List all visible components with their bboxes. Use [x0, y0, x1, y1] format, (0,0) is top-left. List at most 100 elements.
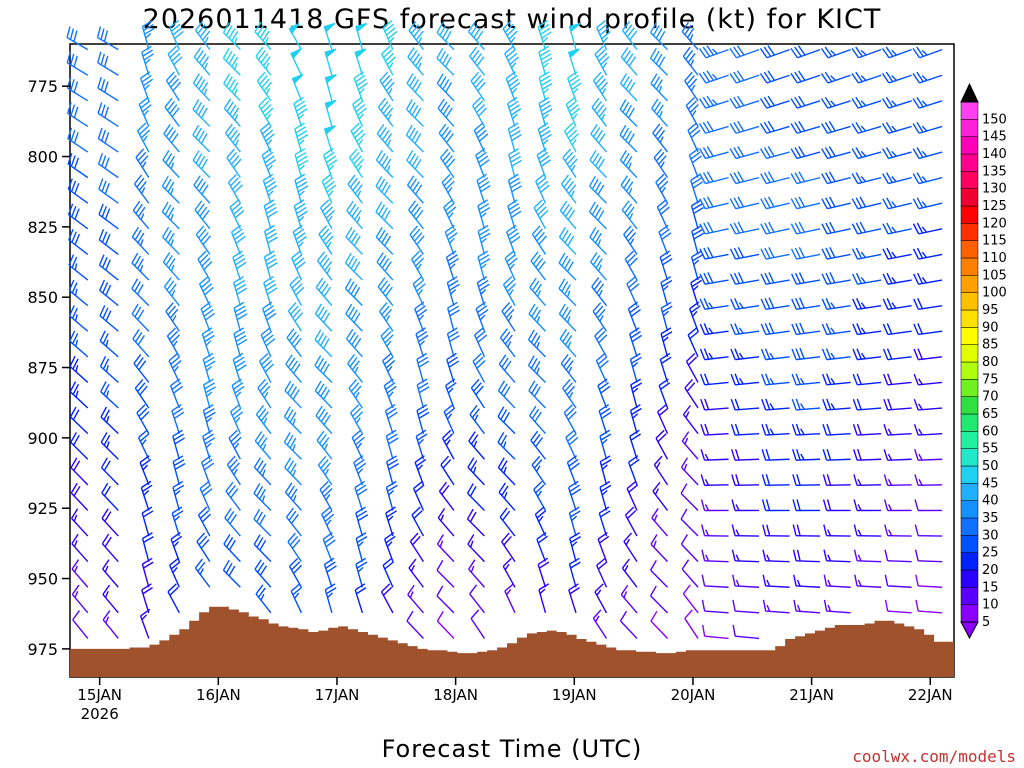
wind-barb — [223, 534, 241, 563]
wind-barb — [284, 380, 302, 409]
wind-barb — [680, 534, 699, 563]
wind-barb — [823, 599, 851, 614]
wind-barb — [630, 378, 643, 409]
wind-barb — [467, 21, 485, 51]
colorbar-swatch — [960, 361, 979, 380]
wind-barb — [101, 482, 119, 511]
wind-barb — [568, 583, 580, 614]
wind-barb — [223, 98, 241, 127]
wind-barb — [793, 599, 821, 614]
wind-barb — [621, 558, 638, 588]
wind-barb — [467, 457, 485, 486]
wind-barb — [653, 455, 669, 486]
colorbar-swatch — [960, 275, 979, 293]
wind-barb — [821, 348, 851, 361]
wind-barb — [597, 378, 611, 409]
wind-barb — [650, 73, 669, 102]
wind-barb — [137, 429, 150, 460]
wind-barb — [319, 199, 336, 230]
wind-barb — [202, 352, 216, 383]
wind-barb — [659, 250, 673, 281]
wind-barb — [594, 45, 610, 76]
wind-barb — [263, 250, 278, 281]
wind-barb — [652, 123, 669, 153]
wind-barb — [378, 302, 394, 332]
plot-area — [69, 43, 955, 678]
wind-barb — [822, 398, 851, 411]
wind-barb — [323, 125, 336, 153]
wind-barb — [883, 474, 912, 487]
wind-barb — [499, 328, 516, 358]
wind-barb — [318, 225, 334, 255]
wind-barb — [376, 252, 394, 281]
colorbar-label: 90 — [982, 320, 999, 335]
wind-barb — [99, 279, 119, 307]
wind-barb — [99, 305, 119, 332]
wind-barb — [851, 96, 882, 109]
wind-barb — [169, 378, 184, 409]
wind-barb — [590, 123, 608, 153]
colorbar-swatch — [960, 413, 979, 432]
wind-barb — [790, 246, 821, 260]
wind-barb — [681, 431, 699, 460]
wind-barb — [853, 448, 882, 461]
wind-barb — [698, 45, 729, 59]
wind-barb — [821, 196, 851, 210]
wind-barb — [538, 45, 553, 76]
wind-barb — [405, 124, 424, 153]
wind-barb — [446, 276, 460, 306]
wind-barb — [472, 352, 486, 383]
wind-barb — [413, 480, 425, 511]
wind-barb — [499, 507, 516, 537]
wind-barb — [314, 303, 333, 332]
wind-barb — [293, 96, 308, 127]
wind-barb — [199, 480, 213, 511]
wind-barb — [71, 584, 89, 614]
wind-barb — [530, 430, 547, 460]
wind-barb — [792, 448, 821, 461]
wind-barb — [760, 221, 790, 235]
wind-barb — [592, 609, 608, 639]
wind-barb — [405, 99, 424, 127]
wind-barb — [660, 276, 673, 306]
colorbar-swatch — [960, 448, 979, 467]
wind-barb — [760, 196, 790, 210]
wind-barb — [599, 429, 612, 460]
wind-barb — [72, 610, 89, 639]
wind-barb — [730, 348, 760, 361]
wind-barb — [823, 524, 851, 537]
wind-barb — [568, 557, 581, 588]
wind-barb — [650, 534, 669, 563]
wind-barb — [912, 46, 943, 59]
wind-barb — [681, 559, 699, 588]
wind-barb — [731, 474, 760, 487]
y-axis: 775 800 825 850 875 900 925 950 975 — [27, 77, 70, 659]
wind-barb — [687, 122, 701, 153]
wind-barb — [619, 124, 638, 153]
wind-barb — [290, 583, 303, 614]
wind-barb — [535, 173, 550, 204]
wind-barb — [821, 323, 851, 336]
wind-barb — [477, 250, 491, 281]
wind-barb — [195, 225, 212, 255]
x-tick-label: 16JAN — [196, 686, 241, 704]
colorbar-swatch — [960, 517, 979, 536]
wind-barb — [345, 328, 363, 358]
colorbar-swatch — [960, 569, 979, 588]
wind-barb — [436, 559, 455, 588]
colorbar-label: 5 — [982, 615, 990, 630]
wind-barb — [377, 97, 394, 127]
wind-barb — [790, 70, 821, 84]
x-tick-sublabel: 2026 — [81, 705, 119, 723]
wind-barb — [913, 272, 943, 285]
wind-barb — [466, 508, 485, 537]
x-tick-label: 21JAN — [789, 686, 834, 704]
wind-barb — [761, 398, 790, 411]
wind-barb — [99, 355, 119, 383]
wind-barb — [385, 429, 399, 460]
wind-barb — [702, 624, 729, 640]
wind-barb — [660, 301, 673, 332]
colorbar-swatch — [960, 483, 979, 501]
wind-barb — [682, 405, 699, 435]
wind-barb — [884, 599, 912, 614]
